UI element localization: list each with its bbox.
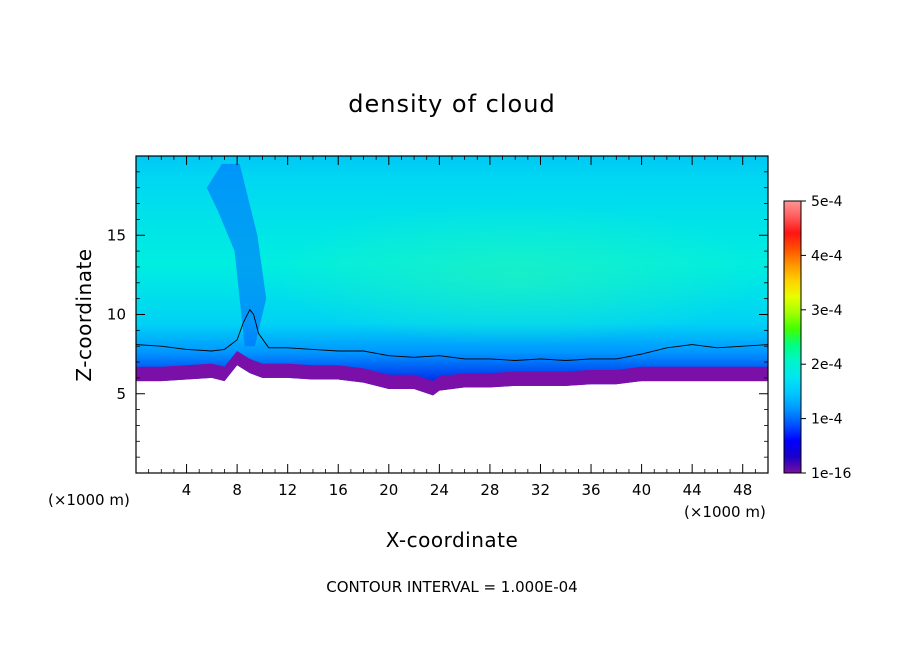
cloud-core-region (265, 204, 766, 345)
contour-line (136, 308, 768, 361)
colorbar-tick-label: 4e-4 (811, 248, 843, 264)
cloud-base-band (136, 350, 768, 396)
x-tick-label: 4 (182, 481, 192, 499)
contour-interval-note: CONTOUR INTERVAL = 1.000E-04 (326, 578, 577, 596)
updraft-tower (206, 163, 267, 347)
x-tick-label: 36 (581, 481, 600, 499)
x-tick-label: 28 (480, 481, 499, 499)
x-tick-label: 20 (379, 481, 398, 499)
plot-area (136, 156, 768, 396)
x-tick-label: 16 (329, 481, 348, 499)
y-tick-label: 15 (107, 226, 126, 244)
x-tick-label: 24 (430, 481, 449, 499)
y-axis-title: Z-coordinate (72, 248, 96, 381)
x-axis-title: X-coordinate (386, 528, 519, 552)
y-tick-label: 5 (116, 385, 126, 403)
x-tick-label: 48 (733, 481, 752, 499)
y-tick-label: 10 (107, 306, 126, 324)
x-axis: 4 8 12 16 20 24 28 32 36 40 44 48 (148, 156, 756, 499)
x-tick-label: 44 (683, 481, 702, 499)
x-tick-label: 12 (278, 481, 297, 499)
x-unit-label-right: (×1000 m) (684, 503, 766, 521)
x-tick-label: 40 (632, 481, 651, 499)
colorbar-tick-label: 1e-4 (811, 412, 843, 428)
colorbar-tick-label: 3e-4 (811, 303, 843, 319)
x-unit-label: (×1000 m) (48, 491, 130, 509)
colorbar-tick-label: 1e-16 (811, 466, 851, 482)
x-tick-label: 32 (531, 481, 550, 499)
y-axis: 5 10 15 (107, 171, 768, 458)
x-tick-label: 8 (232, 481, 242, 499)
colorbar-tick-label: 5e-4 (811, 194, 843, 210)
colorbar-tick-label: 2e-4 (811, 357, 843, 373)
colorbar: 5e-4 4e-4 3e-4 2e-4 1e-4 1e-16 (783, 194, 851, 482)
chart-title: density of cloud (348, 90, 555, 118)
colorbar-gradient (783, 200, 802, 474)
